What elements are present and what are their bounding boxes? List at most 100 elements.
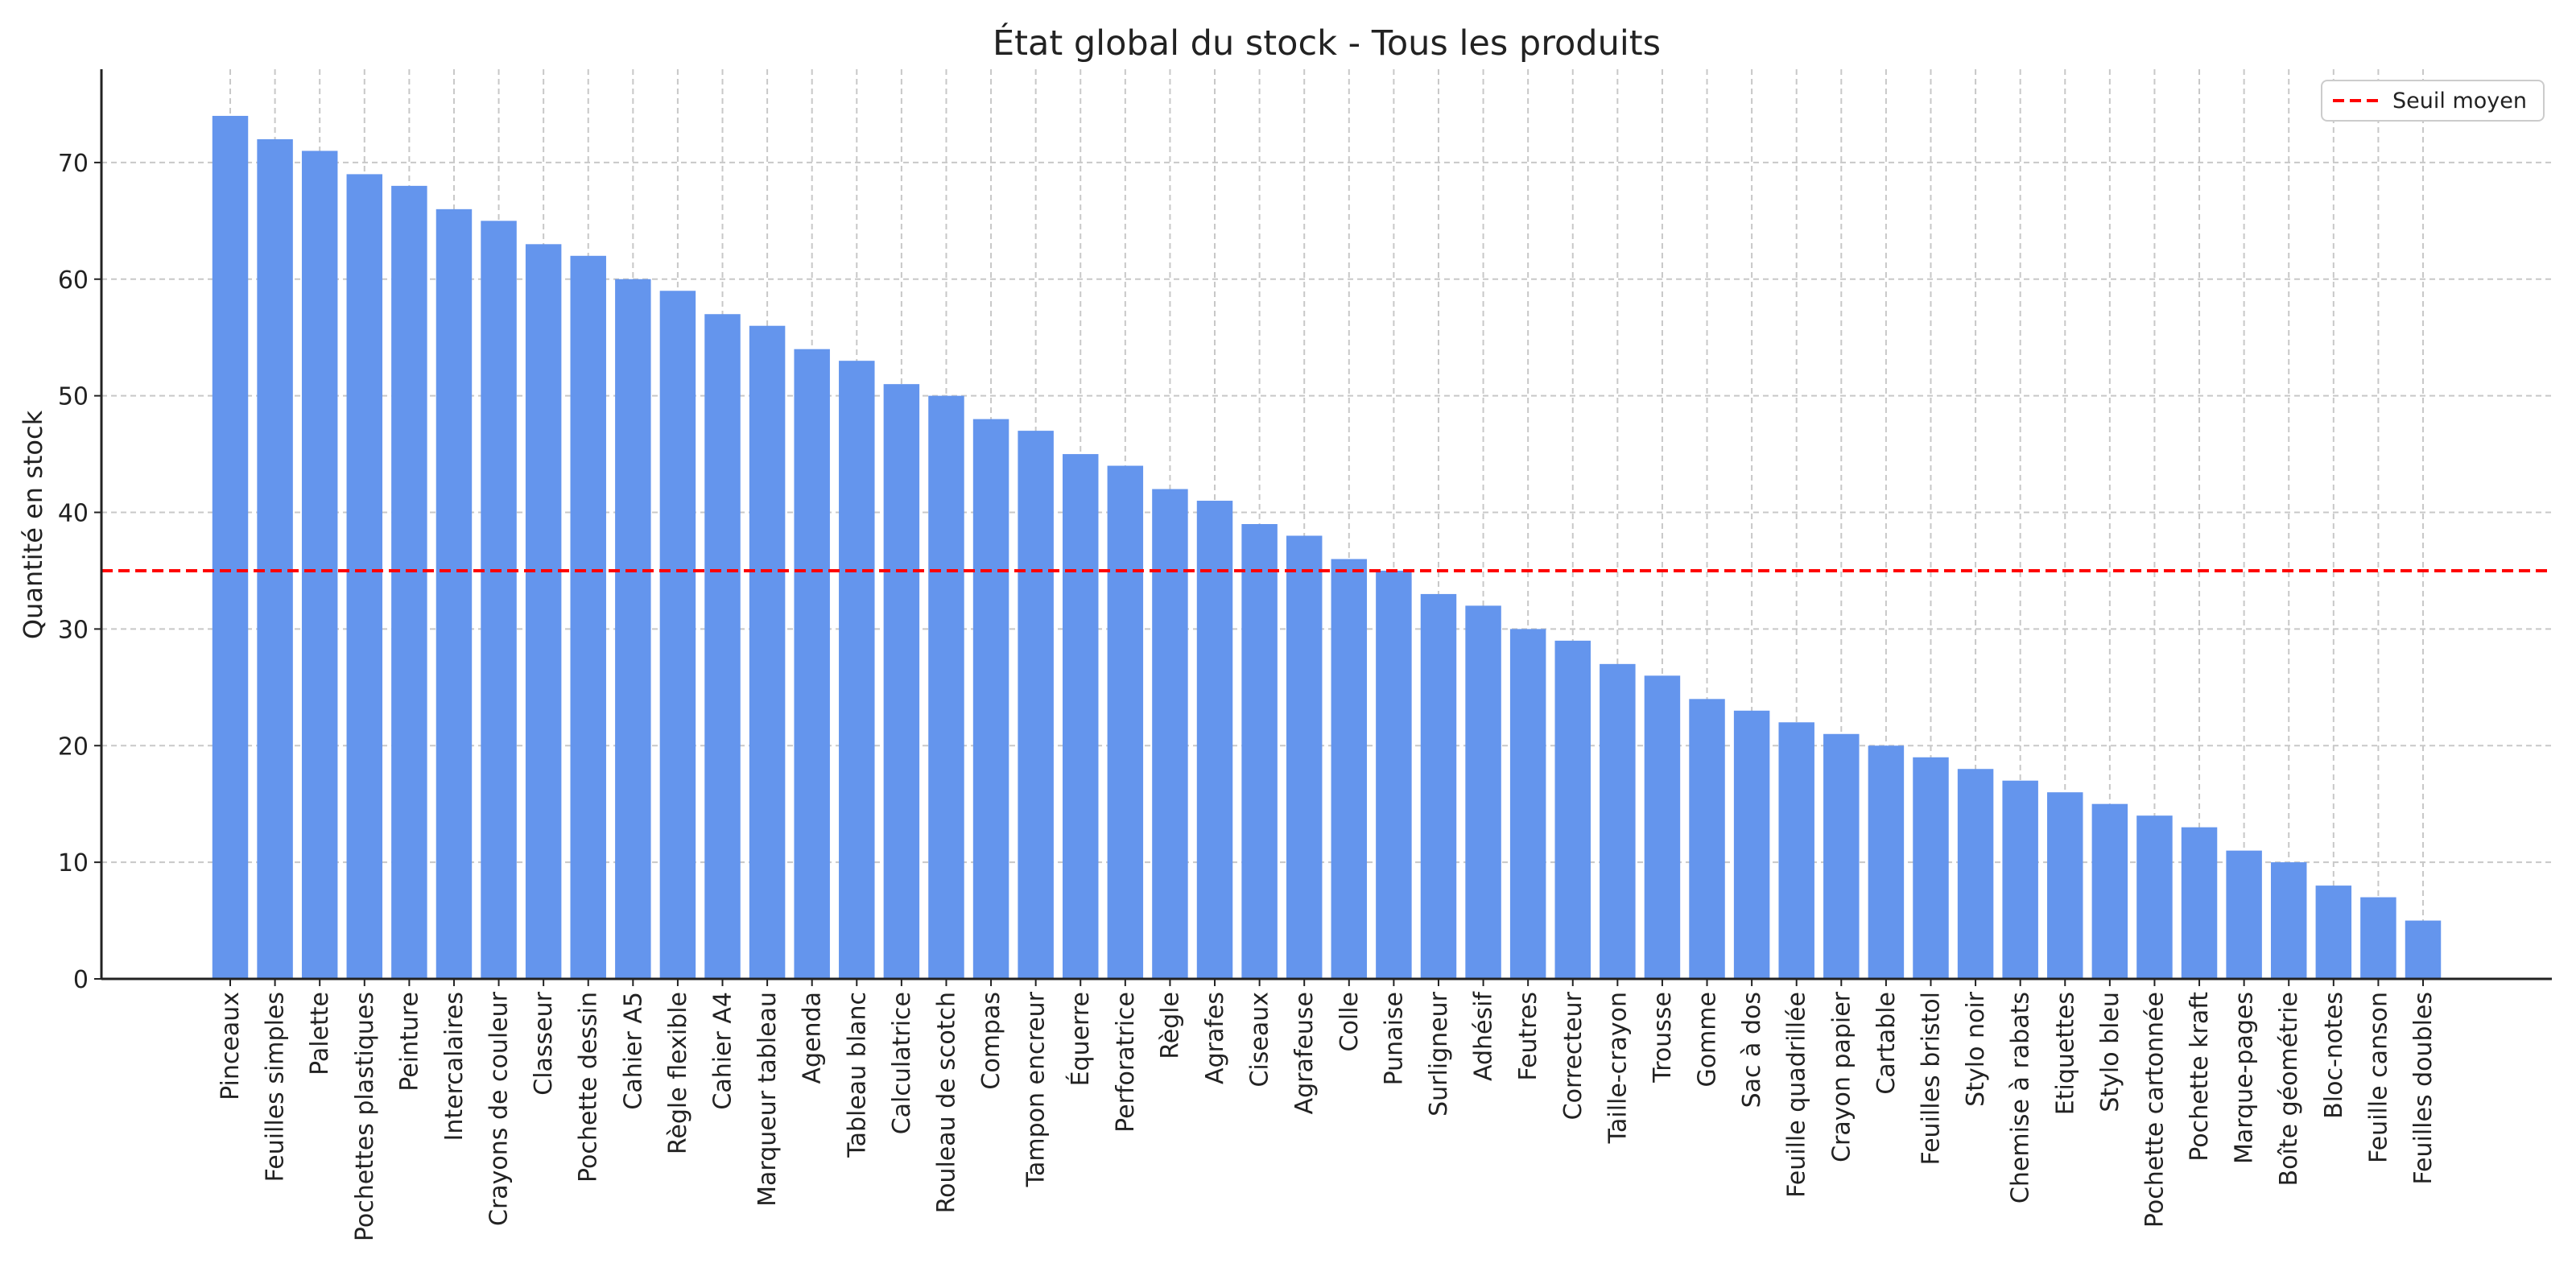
bar (1554, 640, 1591, 979)
x-tick-label: Rouleau de scotch (932, 992, 960, 1213)
bar (1241, 524, 1278, 979)
x-tick-label: Agenda (799, 992, 827, 1084)
bar (1420, 593, 1457, 979)
bar (1778, 722, 1814, 979)
bar (839, 361, 875, 980)
tick-labels: 0 10 20 30 40 50 60 70 Pinceaux Feuilles simples P… (58, 150, 2438, 1241)
chart-title: État global du stock - Tous les produits (993, 23, 1661, 64)
x-tick-label: Palette (306, 992, 334, 1075)
x-tick-label: Cartable (1872, 992, 1901, 1095)
x-tick-label: Tableau blanc (843, 992, 871, 1158)
bar (212, 115, 249, 979)
x-tick-label: Marqueur tableau (753, 992, 782, 1207)
bar (2002, 780, 2038, 979)
x-tick-label: Feuilles simples (262, 992, 290, 1182)
y-tick-label: 40 (58, 500, 89, 528)
x-tick-label: Boîte géométrie (2275, 992, 2303, 1186)
x-tick-label: Etiquettes (2051, 992, 2079, 1115)
y-tick-label: 50 (58, 383, 89, 411)
x-tick-label: Agrafes (1201, 992, 1229, 1084)
y-tick-label: 70 (58, 150, 89, 178)
x-tick-label: Pinceaux (217, 992, 245, 1100)
x-tick-label: Feuille canson (2364, 992, 2392, 1163)
bar (1644, 675, 1681, 979)
bar (1465, 605, 1501, 979)
bar (301, 151, 338, 979)
x-tick-label: Taille-crayon (1604, 992, 1632, 1144)
bar (659, 291, 696, 979)
x-tick-label: Pochette cartonnée (2140, 992, 2169, 1228)
bar (615, 279, 651, 979)
bar (1733, 710, 1770, 979)
x-tick-label: Cahier A4 (709, 992, 737, 1110)
x-tick-label: Crayons de couleur (485, 991, 514, 1226)
bar (972, 419, 1009, 979)
x-tick-label: Compas (977, 992, 1005, 1090)
x-tick-label: Colle (1335, 992, 1364, 1051)
bar (1331, 559, 1368, 979)
x-tick-label: Pochette kraft (2186, 992, 2214, 1162)
bars (212, 115, 2442, 980)
bar (1286, 535, 1323, 979)
x-tick-label: Tampon encreur (1022, 991, 1051, 1187)
x-tick-label: Peinture (395, 992, 423, 1092)
bar (391, 185, 427, 979)
x-tick-label: Stylo noir (1962, 991, 1990, 1106)
bar (704, 314, 741, 979)
x-tick-label: Feutres (1514, 992, 1542, 1081)
x-tick-label: Cahier A5 (619, 992, 647, 1110)
bar (1152, 489, 1188, 979)
x-tick-label: Crayon papier (1827, 991, 1856, 1162)
legend: Seuil moyen (2321, 80, 2545, 122)
bar (883, 384, 920, 980)
x-tick-label: Feuilles bristol (1917, 992, 1945, 1166)
bar (1018, 431, 1054, 979)
bar (1107, 465, 1144, 979)
bar (257, 138, 293, 979)
x-tick-label: Ciseaux (1246, 992, 1274, 1088)
y-axis-label: Quantité en stock (18, 410, 48, 639)
x-tick-label: Correcteur (1559, 991, 1587, 1120)
bar (2226, 850, 2262, 979)
bar (436, 208, 473, 979)
legend-box (2321, 80, 2545, 122)
bar (1868, 745, 1905, 979)
y-tick-label: 20 (58, 733, 89, 761)
bar (2270, 862, 2307, 979)
bar (928, 395, 964, 980)
bar (1913, 757, 1949, 979)
y-tick-label: 60 (58, 266, 89, 295)
x-tick-label: Bloc-notes (2320, 992, 2348, 1119)
x-tick-label: Règle (1156, 992, 1184, 1059)
x-tick-label: Surligneur (1425, 991, 1453, 1117)
bar (2360, 897, 2396, 979)
x-tick-label: Punaise (1380, 992, 1408, 1085)
x-tick-label: Gomme (1694, 992, 1722, 1088)
x-tick-label: Classeur (530, 991, 558, 1095)
bar (2181, 827, 2218, 979)
bar (2405, 920, 2442, 979)
bar (2315, 886, 2352, 979)
x-tick-label: Stylo bleu (2096, 992, 2124, 1113)
x-tick-label: Trousse (1649, 992, 1677, 1084)
x-tick-label: Sac à dos (1738, 992, 1766, 1108)
bar (570, 255, 606, 979)
x-tick-label: Pochettes plastiques (351, 992, 379, 1241)
bar (1196, 501, 1233, 979)
y-tick-label: 0 (73, 966, 89, 994)
bar (1957, 769, 1994, 979)
axes (94, 69, 2552, 986)
bar (2047, 792, 2083, 979)
x-tick-label: Chemise à rabats (2007, 992, 2035, 1203)
x-tick-label: Perforatrice (1112, 992, 1140, 1133)
bar (1376, 570, 1412, 979)
legend-threshold-label: Seuil moyen (2392, 89, 2527, 114)
x-tick-label: Feuille quadrillée (1783, 992, 1811, 1198)
bar (749, 325, 786, 979)
bar (2091, 803, 2128, 979)
x-tick-label: Agrafeuse (1290, 992, 1319, 1114)
x-tick-label: Feuilles doubles (2409, 992, 2438, 1185)
bar (525, 244, 562, 979)
